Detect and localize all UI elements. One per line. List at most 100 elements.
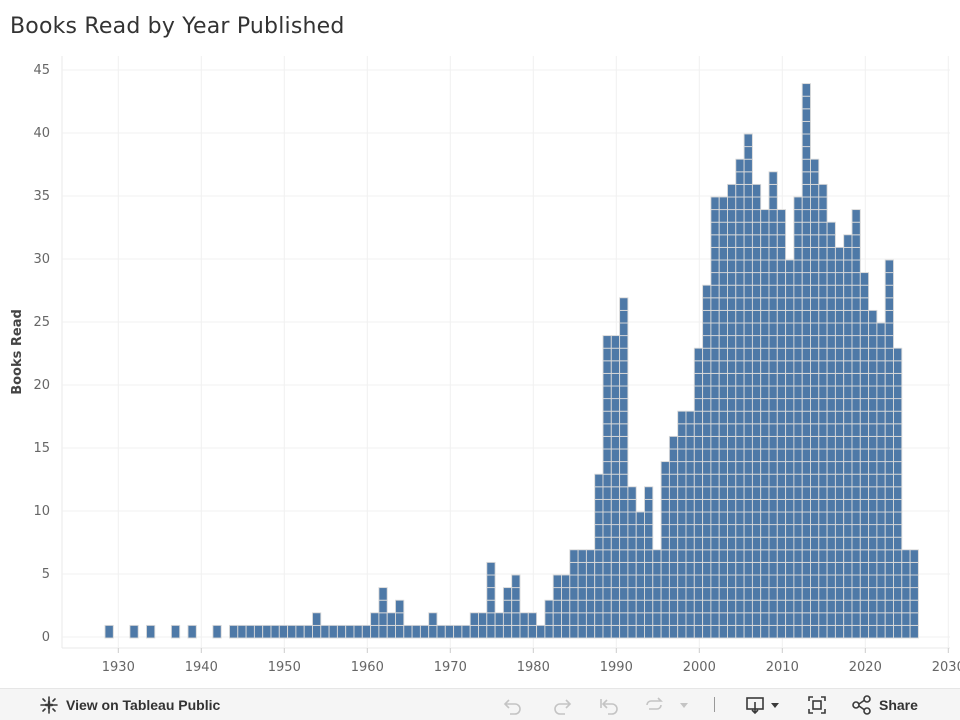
bar-1973[interactable]: [469, 612, 479, 639]
bar-1950[interactable]: [278, 624, 289, 639]
pause-dropdown[interactable]: [678, 689, 690, 720]
bar-2005[interactable]: [735, 158, 745, 639]
bar-2006[interactable]: [743, 133, 753, 639]
bar-1981[interactable]: [536, 624, 546, 639]
bar-2012[interactable]: [793, 196, 803, 639]
bar-1957[interactable]: [336, 624, 347, 639]
download-button[interactable]: [744, 689, 781, 720]
bar-2013[interactable]: [801, 83, 811, 639]
bar-2018[interactable]: [843, 234, 853, 639]
bar-1991[interactable]: [619, 297, 629, 639]
bar-2023[interactable]: [884, 259, 894, 639]
bar-1961[interactable]: [370, 612, 380, 639]
bar-2020[interactable]: [859, 272, 870, 639]
bar-1978[interactable]: [511, 574, 521, 639]
bar-1959[interactable]: [353, 624, 363, 639]
bar-2022[interactable]: [876, 322, 886, 639]
bar-1982[interactable]: [544, 599, 554, 639]
share-button[interactable]: Share: [851, 689, 918, 720]
bar-1947[interactable]: [253, 624, 264, 639]
bar-1989[interactable]: [602, 335, 612, 639]
redo-button[interactable]: [551, 689, 573, 720]
bar-1986[interactable]: [577, 549, 587, 639]
bar-1932[interactable]: [129, 624, 139, 639]
bar-2026[interactable]: [909, 549, 919, 639]
bar-2021[interactable]: [868, 309, 878, 639]
undo-button[interactable]: [502, 689, 524, 720]
bar-2019[interactable]: [851, 209, 861, 639]
bar-1934[interactable]: [146, 624, 156, 639]
bar-2007[interactable]: [751, 183, 762, 639]
bar-2009[interactable]: [768, 171, 778, 639]
bar-2001[interactable]: [702, 284, 712, 639]
bar-1939[interactable]: [187, 624, 197, 639]
bar-1953[interactable]: [303, 624, 313, 639]
bar-1946[interactable]: [245, 624, 255, 639]
bar-2014[interactable]: [810, 158, 820, 639]
bar-1966[interactable]: [411, 624, 421, 639]
view-on-tableau-button[interactable]: View on Tableau Public: [38, 689, 220, 720]
bar-2010[interactable]: [776, 209, 787, 639]
bar-1996[interactable]: [660, 461, 670, 639]
fullscreen-button[interactable]: [806, 689, 828, 720]
bar-1960[interactable]: [361, 624, 372, 639]
bar-1985[interactable]: [569, 549, 579, 639]
bar-1977[interactable]: [502, 587, 513, 639]
bar-1949[interactable]: [270, 624, 280, 639]
bar-2003[interactable]: [718, 196, 728, 639]
bar-1972[interactable]: [461, 624, 471, 639]
book-block: [876, 410, 886, 425]
bar-1993[interactable]: [635, 511, 645, 639]
revert-button[interactable]: [598, 689, 620, 720]
book-block: [818, 461, 828, 475]
bar-1968[interactable]: [428, 612, 438, 639]
bar-1952[interactable]: [295, 624, 305, 639]
bar-1962[interactable]: [378, 587, 388, 639]
bar-1963[interactable]: [386, 612, 396, 639]
bar-1980[interactable]: [527, 612, 538, 639]
bar-2016[interactable]: [826, 221, 836, 639]
bar-2011[interactable]: [785, 259, 795, 639]
bar-1988[interactable]: [594, 473, 604, 639]
bar-1969[interactable]: [436, 624, 446, 639]
bar-1929[interactable]: [104, 624, 114, 639]
bar-1944[interactable]: [229, 624, 239, 639]
bar-1956[interactable]: [328, 624, 338, 639]
bar-1937[interactable]: [170, 624, 181, 639]
refresh-button[interactable]: [643, 689, 665, 720]
bar-1976[interactable]: [494, 612, 504, 639]
bar-1955[interactable]: [320, 624, 330, 639]
bar-2008[interactable]: [760, 209, 770, 639]
bar-1983[interactable]: [552, 574, 562, 639]
bar-1975[interactable]: [486, 561, 496, 639]
bar-1954[interactable]: [312, 612, 322, 639]
bar-1942[interactable]: [212, 624, 222, 639]
bar-1945[interactable]: [237, 624, 247, 639]
bar-2002[interactable]: [710, 196, 720, 639]
bar-1971[interactable]: [453, 624, 463, 639]
bar-1998[interactable]: [677, 410, 687, 639]
bar-2015[interactable]: [818, 183, 828, 639]
bar-1974[interactable]: [478, 612, 488, 639]
bar-1951[interactable]: [287, 624, 297, 639]
bar-1997[interactable]: [668, 435, 679, 639]
bar-1958[interactable]: [345, 624, 355, 639]
bar-1995[interactable]: [652, 549, 662, 639]
bar-1984[interactable]: [561, 574, 571, 639]
bar-1970[interactable]: [444, 624, 455, 639]
bar-1965[interactable]: [403, 624, 413, 639]
bar-1999[interactable]: [685, 410, 695, 639]
bar-1994[interactable]: [644, 486, 654, 639]
bar-1992[interactable]: [627, 486, 637, 639]
bar-1990[interactable]: [610, 335, 621, 639]
bar-2000[interactable]: [693, 347, 704, 639]
bar-1967[interactable]: [419, 624, 430, 639]
bar-2004[interactable]: [727, 183, 737, 639]
bar-1979[interactable]: [519, 612, 529, 639]
bar-1948[interactable]: [262, 624, 272, 639]
bar-1987[interactable]: [585, 549, 596, 639]
bar-1964[interactable]: [395, 599, 405, 639]
bar-2024[interactable]: [893, 347, 903, 639]
bar-2025[interactable]: [901, 549, 911, 639]
bar-2017[interactable]: [834, 246, 845, 639]
